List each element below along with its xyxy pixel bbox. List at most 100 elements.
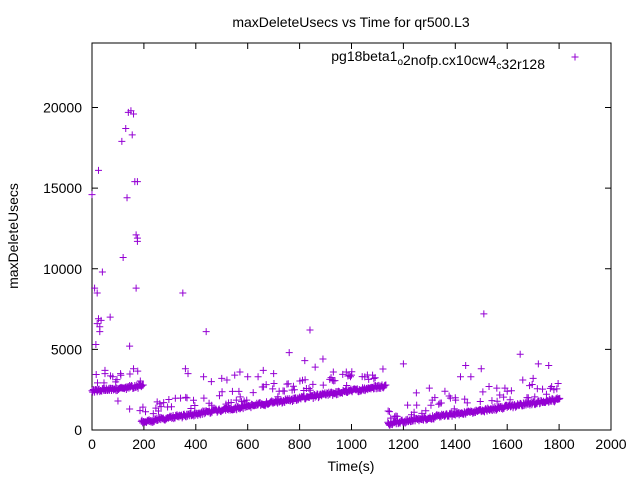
- x-tick-label: 1400: [440, 436, 471, 452]
- data-point: [422, 407, 430, 415]
- y-tick-label: 20000: [43, 100, 82, 116]
- data-point: [98, 268, 106, 276]
- data-point: [290, 386, 298, 394]
- axis-ticks: 0 200 400 600 800 1000 1200 1400 1600 1800 2000050…: [43, 43, 627, 452]
- data-point: [215, 392, 223, 400]
- data-point: [553, 385, 561, 393]
- legend-marker: [571, 53, 579, 61]
- data-point: [477, 365, 485, 373]
- data-point: [311, 363, 319, 371]
- data-point: [301, 357, 309, 365]
- data-point: [133, 237, 141, 245]
- legend-marker-symbol: [571, 53, 579, 61]
- data-point: [130, 110, 138, 118]
- data-point: [519, 376, 527, 384]
- data-point: [365, 375, 373, 383]
- y-axis-title: maxDeleteUsecs: [5, 183, 21, 289]
- x-tick-label: 1000: [336, 436, 367, 452]
- data-point: [479, 388, 487, 396]
- data-point: [113, 376, 121, 384]
- data-point: [200, 373, 208, 381]
- data-point: [306, 326, 314, 334]
- data-point: [441, 387, 449, 395]
- data-point: [542, 390, 550, 398]
- data-point: [485, 382, 493, 390]
- data-point: [301, 376, 309, 384]
- data-point: [319, 381, 327, 389]
- y-tick-label: 5000: [51, 341, 82, 357]
- data-point: [122, 124, 130, 132]
- x-tick-label: 800: [288, 436, 312, 452]
- data-point: [539, 385, 547, 393]
- data-point: [190, 396, 198, 404]
- data-point: [218, 388, 226, 396]
- data-point: [202, 328, 210, 336]
- data-point: [227, 398, 235, 406]
- data-point: [132, 284, 140, 292]
- data-point: [463, 399, 471, 407]
- data-point: [270, 370, 278, 378]
- data-point: [235, 387, 243, 395]
- x-tick-label: 2000: [595, 436, 626, 452]
- data-point: [93, 289, 101, 297]
- data-point: [128, 131, 136, 139]
- data-point: [462, 362, 470, 369]
- data-point: [181, 365, 189, 373]
- data-point: [274, 393, 282, 401]
- data-point: [531, 393, 539, 401]
- data-point: [88, 191, 96, 199]
- data-point: [516, 350, 524, 358]
- data-point: [130, 365, 138, 373]
- data-point: [393, 412, 401, 420]
- data-point: [496, 391, 504, 399]
- data-point: [410, 408, 418, 416]
- x-tick-label: 1800: [544, 436, 575, 452]
- data-point: [503, 387, 511, 395]
- data-point: [385, 408, 393, 416]
- legend-label-part: 32r128: [501, 56, 545, 72]
- data-point: [232, 396, 240, 404]
- data-point: [177, 394, 185, 402]
- data-point: [480, 310, 488, 318]
- data-point: [348, 371, 355, 379]
- data-point: [119, 253, 127, 261]
- data-point: [305, 384, 313, 392]
- data-point: [244, 373, 252, 381]
- data-point: [231, 371, 239, 379]
- data-point: [218, 374, 226, 382]
- data-point: [94, 166, 102, 174]
- data-points: [88, 107, 564, 429]
- data-point: [157, 403, 165, 411]
- data-point: [91, 284, 99, 292]
- x-tick-label: 1200: [388, 436, 419, 452]
- data-point: [529, 374, 537, 382]
- data-point: [223, 376, 231, 384]
- data-point: [524, 394, 532, 402]
- data-point: [413, 401, 421, 409]
- data-point: [139, 403, 147, 411]
- data-point: [456, 373, 464, 381]
- data-point: [427, 401, 435, 409]
- data-point: [500, 393, 508, 401]
- data-point: [382, 381, 390, 389]
- data-point: [418, 409, 426, 417]
- y-tick-label: 0: [74, 422, 82, 438]
- data-point: [254, 373, 262, 381]
- data-point: [187, 405, 195, 413]
- x-tick-label: 400: [184, 436, 208, 452]
- data-point: [182, 393, 190, 401]
- data-point: [92, 341, 100, 349]
- data-point: [94, 379, 102, 387]
- data-point: [191, 402, 199, 410]
- data-point: [306, 386, 314, 394]
- x-tick-label: 600: [236, 436, 260, 452]
- data-point: [431, 394, 439, 402]
- data-point: [550, 386, 558, 394]
- data-point: [404, 401, 412, 409]
- data-point: [249, 389, 257, 397]
- data-point: [280, 387, 288, 395]
- data-point: [133, 178, 141, 186]
- data-point: [399, 360, 407, 368]
- data-point: [100, 379, 108, 387]
- data-point: [236, 368, 244, 376]
